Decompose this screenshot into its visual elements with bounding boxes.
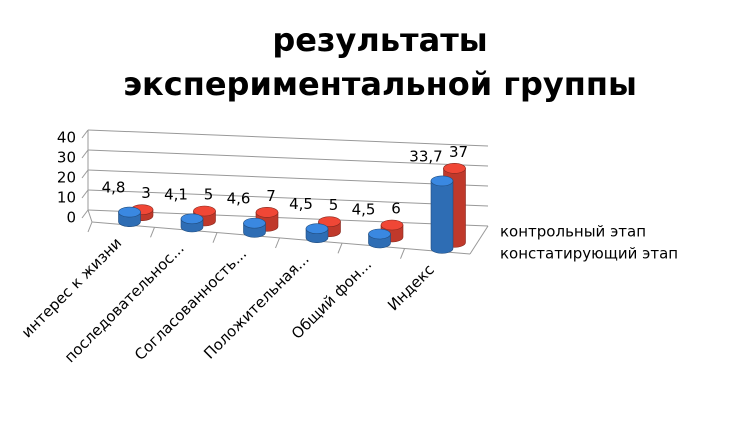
- x-tick: [400, 248, 405, 259]
- y-tick: [81, 189, 89, 199]
- x-tick: [275, 237, 280, 249]
- data-label: 37: [449, 143, 468, 161]
- bar-top: [180, 213, 204, 225]
- data-label: 6: [391, 200, 401, 218]
- grid-line: [87, 169, 489, 187]
- x-tick-label: последовательнос...: [61, 239, 188, 366]
- bar-top: [193, 205, 216, 217]
- x-tick: [87, 221, 93, 233]
- bar: [430, 180, 454, 254]
- bar-top: [243, 217, 266, 229]
- data-label: 5: [329, 196, 339, 214]
- y-tick-label: 10: [57, 189, 76, 207]
- grid-line: [87, 149, 489, 167]
- y-tick-label: 30: [57, 149, 76, 167]
- bar-top: [305, 223, 329, 234]
- x-tick: [212, 232, 218, 243]
- floor-edge: [87, 209, 93, 223]
- grid-line: [87, 209, 489, 227]
- grid-line: [87, 129, 489, 147]
- bar-top: [368, 228, 391, 240]
- x-tick-label: Индекс: [384, 261, 438, 315]
- bar-top: [430, 175, 454, 187]
- x-tick: [337, 243, 343, 254]
- data-label: 7: [266, 187, 276, 205]
- grid-line: [87, 189, 489, 207]
- data-label: 33,7: [409, 147, 442, 165]
- bar-top: [380, 219, 404, 231]
- y-tick-label: 40: [57, 129, 76, 147]
- y-tick: [81, 149, 89, 159]
- data-label: 4,5: [352, 201, 376, 219]
- y-tick: [81, 169, 89, 179]
- y-tick: [81, 129, 89, 139]
- data-label: 4,8: [102, 179, 126, 197]
- floor-edge: [469, 225, 489, 255]
- chart-title: результаты экспериментальной группы: [123, 21, 637, 103]
- y-tick-label: 20: [57, 169, 76, 187]
- x-tick-label: Согласованность...: [131, 245, 250, 364]
- data-label: 4,1: [164, 185, 188, 203]
- bar-top: [118, 206, 141, 218]
- legend-label: констатирующий этап: [500, 245, 678, 263]
- x-axis: [91, 221, 471, 255]
- data-label: 5: [204, 186, 214, 204]
- legend-label: контрольный этап: [500, 223, 646, 241]
- bar-top: [443, 163, 466, 174]
- bar-top: [318, 216, 341, 227]
- bar-top: [255, 207, 279, 218]
- data-label: 3: [141, 184, 151, 202]
- x-tick: [150, 227, 155, 238]
- data-label: 4,5: [289, 195, 313, 213]
- y-tick: [81, 209, 89, 219]
- data-label: 4,6: [227, 190, 251, 208]
- y-tick-label: 0: [66, 209, 76, 227]
